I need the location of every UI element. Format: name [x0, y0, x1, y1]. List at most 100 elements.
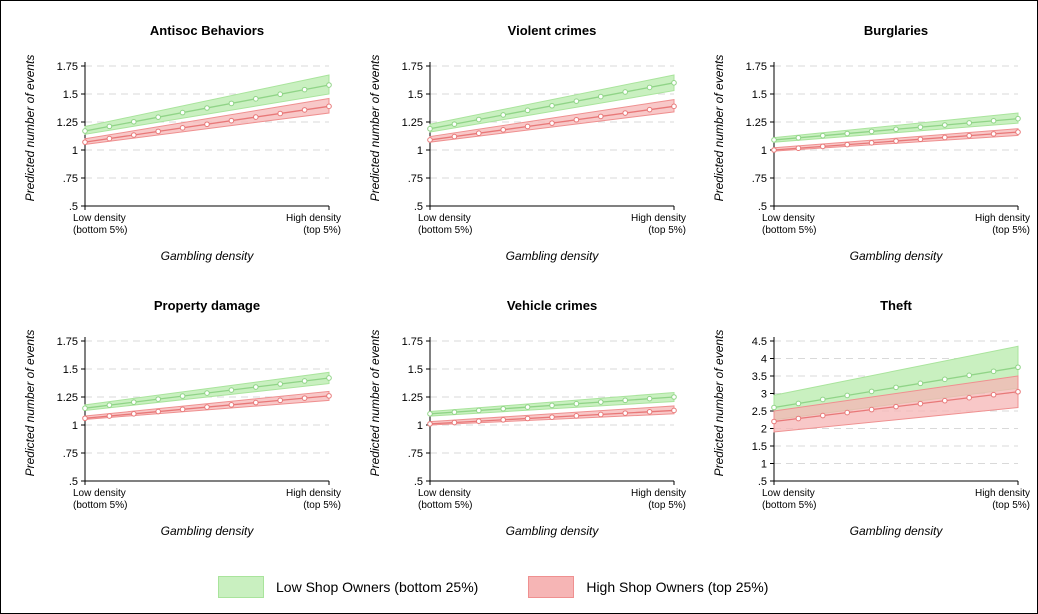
point-marker: [106, 402, 113, 408]
point-marker: [131, 132, 137, 138]
x-tick-label: (top 5%): [303, 225, 341, 236]
point-marker: [155, 128, 161, 135]
point-marker: [82, 139, 88, 145]
y-tick-label: 2.5: [752, 406, 767, 418]
y-tick-label: .75: [408, 173, 423, 185]
y-tick-label: .75: [408, 448, 423, 460]
x-tick-label: High density: [975, 488, 1030, 499]
point-marker: [868, 406, 875, 413]
point-marker: [427, 421, 433, 427]
point-marker: [301, 86, 308, 93]
point-marker: [942, 397, 948, 404]
point-marker: [990, 131, 997, 137]
point-marker: [820, 396, 826, 403]
x-axis-title: Gambling density: [506, 249, 600, 263]
legend-item-low: Low Shop Owners (bottom 25%): [218, 576, 478, 598]
y-tick-label: .5: [69, 476, 78, 488]
x-tick-label: Low density: [73, 488, 126, 499]
point-marker: [598, 411, 604, 418]
point-marker: [451, 133, 458, 140]
point-marker: [155, 114, 161, 120]
y-tick-label: 1.25: [57, 117, 78, 129]
point-marker: [427, 137, 433, 143]
point-marker: [1015, 364, 1021, 371]
point-marker: [917, 380, 924, 387]
x-axis-title: Gambling density: [161, 524, 255, 538]
point-marker: [155, 408, 161, 415]
y-tick-label: 1.25: [746, 117, 767, 129]
point-marker: [301, 107, 308, 113]
point-marker: [646, 84, 653, 91]
point-marker: [942, 134, 948, 141]
point-marker: [820, 412, 826, 419]
point-marker: [500, 417, 507, 423]
x-tick-label: (top 5%): [992, 225, 1030, 236]
panel-2: Violent crimes .5 .75 1 1.25 1.5 1.75 Low densi…: [368, 23, 686, 263]
x-tick-label: (top 5%): [992, 500, 1030, 511]
point-marker: [671, 394, 677, 400]
point-marker: [573, 400, 580, 407]
point-marker: [228, 117, 235, 124]
y-tick-label: 1.75: [57, 61, 78, 73]
point-marker: [500, 127, 507, 133]
point-marker: [82, 415, 88, 422]
point-marker: [106, 123, 113, 130]
point-marker: [451, 409, 458, 415]
point-marker: [524, 415, 531, 422]
point-marker: [131, 411, 137, 417]
y-tick-label: 1.25: [402, 117, 423, 129]
point-marker: [622, 397, 629, 404]
y-axis-title: Predicted number of events: [712, 55, 726, 202]
y-tick-label: 1.5: [63, 89, 78, 101]
point-marker: [1015, 115, 1021, 122]
point-marker: [820, 143, 826, 150]
panel-title: Antisoc Behaviors: [150, 23, 264, 38]
x-tick-label: High density: [286, 213, 341, 224]
point-marker: [795, 415, 802, 422]
x-tick-label: (bottom 5%): [73, 500, 127, 511]
y-tick-label: 1.75: [746, 61, 767, 73]
point-marker: [179, 125, 186, 131]
y-tick-label: 1.75: [57, 336, 78, 348]
point-marker: [476, 116, 482, 123]
point-marker: [451, 419, 458, 426]
y-tick-label: 1: [417, 145, 423, 157]
legend-swatch-high: [528, 576, 575, 598]
point-marker: [646, 106, 653, 113]
point-marker: [326, 375, 332, 381]
x-tick-label: (bottom 5%): [73, 225, 127, 236]
point-marker: [917, 136, 924, 143]
point-marker: [326, 82, 332, 88]
point-marker: [671, 407, 677, 414]
x-tick-label: High density: [631, 213, 686, 224]
point-marker: [771, 418, 777, 425]
point-marker: [204, 390, 210, 396]
y-axis-title: Predicted number of events: [23, 55, 37, 202]
point-marker: [990, 368, 997, 375]
point-marker: [795, 145, 802, 152]
point-marker: [524, 404, 531, 410]
y-tick-label: .75: [63, 173, 78, 185]
panel-title: Theft: [880, 298, 912, 313]
point-marker: [646, 408, 653, 415]
chart-grid: Antisoc Behaviors .5 .75 1 1.25 1.5 1.75 Low de…: [23, 23, 1030, 538]
y-tick-label: 1.5: [408, 89, 423, 101]
point-marker: [966, 372, 973, 379]
point-marker: [524, 123, 531, 130]
point-marker: [301, 395, 308, 401]
panel-title: Property damage: [154, 298, 260, 313]
point-marker: [917, 400, 924, 407]
point-marker: [990, 117, 997, 124]
y-tick-label: 1.75: [402, 61, 423, 73]
point-marker: [966, 120, 973, 126]
y-tick-label: 1.25: [402, 392, 423, 404]
panel-5: Vehicle crimes .5 .75 1 1.25 1.5 1.75 Low densi…: [368, 298, 686, 538]
y-tick-label: .5: [758, 476, 767, 488]
y-axis-title: Predicted number of events: [23, 330, 37, 477]
x-tick-label: Low density: [418, 213, 471, 224]
legend-label-low: Low Shop Owners (bottom 25%): [276, 579, 479, 595]
y-tick-label: 1.75: [402, 336, 423, 348]
y-tick-label: 1.5: [752, 441, 767, 453]
x-tick-label: (top 5%): [648, 500, 686, 511]
